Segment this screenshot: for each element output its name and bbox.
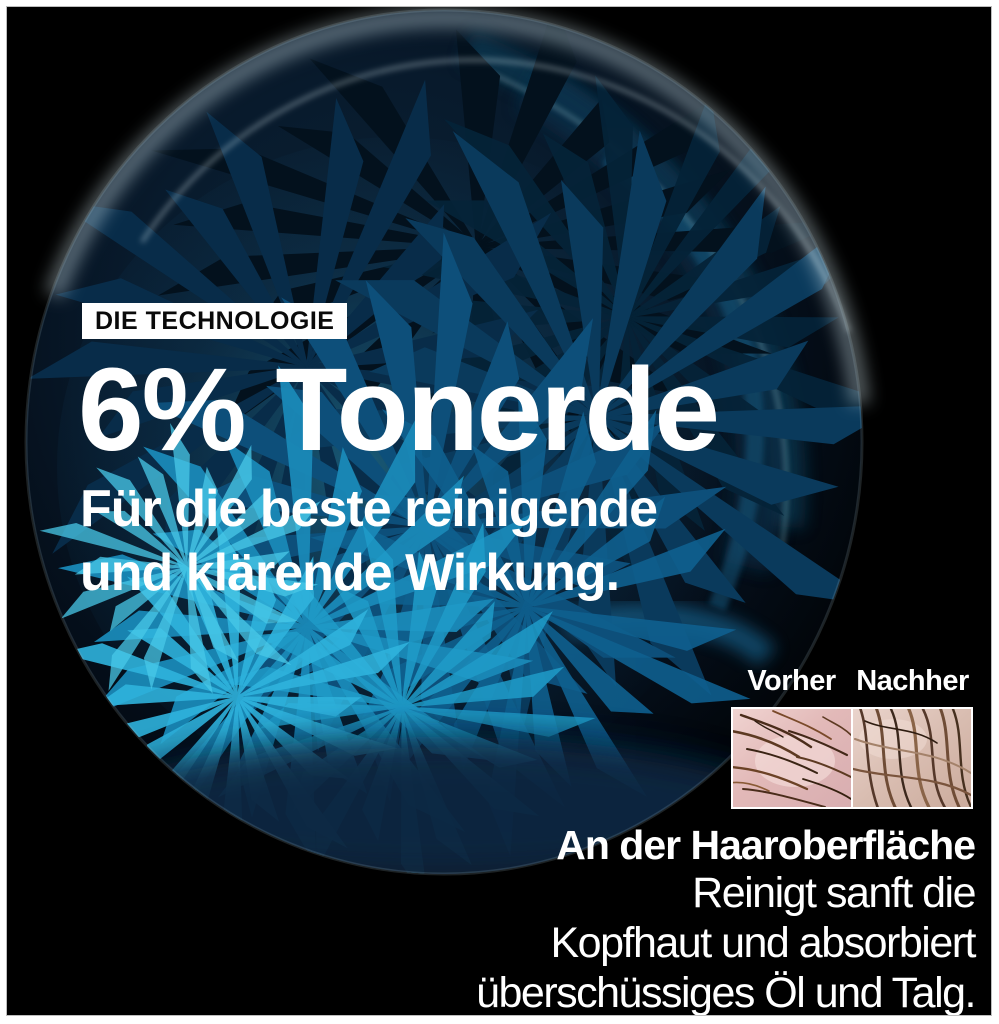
before-scalp-image bbox=[733, 709, 851, 807]
technology-badge: DIE TECHNOLOGIE bbox=[82, 303, 348, 339]
comparison-photos bbox=[731, 707, 973, 809]
subtitle-line-1: Für die beste reinigende bbox=[80, 480, 658, 538]
result-heading: An der Haaroberfläche bbox=[556, 822, 976, 868]
before-photo bbox=[733, 709, 851, 807]
headline-title: 6% Tonerde bbox=[78, 344, 720, 476]
after-scalp-image bbox=[853, 709, 971, 807]
after-label: Nachher bbox=[856, 665, 969, 697]
result-line-2: Kopfhaut und absorbiert bbox=[550, 919, 977, 967]
result-line-1: Reinigt sanft die bbox=[692, 869, 976, 917]
ad-canvas: DIE TECHNOLOGIE 6% Tonerde Für die beste… bbox=[7, 7, 991, 1015]
after-photo bbox=[851, 709, 971, 807]
comparison-labels: Vorher Nachher bbox=[731, 665, 973, 698]
subtitle-line-2: und klärende Wirkung. bbox=[80, 544, 620, 602]
headline-subtitle: Für die beste reinigende und klärende Wi… bbox=[80, 477, 658, 605]
before-after-comparison: Vorher Nachher bbox=[731, 665, 973, 809]
result-line-3: überschüssiges Öl und Talg. bbox=[476, 969, 976, 1015]
before-label: Vorher bbox=[747, 665, 836, 697]
result-copy: An der Haaroberfläche Reinigt sanft die … bbox=[476, 822, 977, 1015]
